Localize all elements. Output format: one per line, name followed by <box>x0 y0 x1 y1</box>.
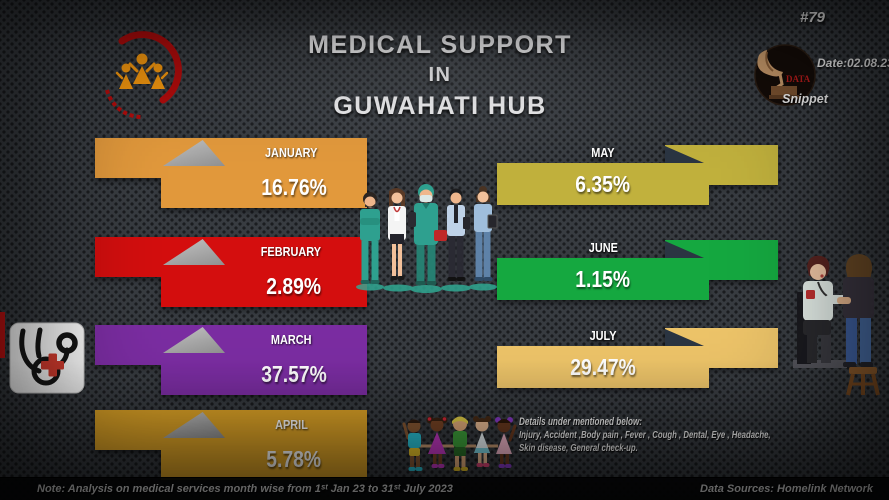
date-label: Date:02.08.23 <box>817 56 889 70</box>
ribbon-label-band <box>95 237 367 265</box>
bar-label: JANUARY <box>264 145 318 160</box>
gramophone-icon: DATA <box>754 44 816 106</box>
ribbon-value-band <box>497 258 709 300</box>
bar-label: MARCH <box>270 332 312 347</box>
bar-value: 29.47% <box>570 354 636 380</box>
footer-bar: Note: Analysis on medical services month… <box>0 477 889 500</box>
ribbon-label-band <box>95 138 367 166</box>
bar-march: MARCH 37.57% <box>95 325 367 395</box>
bar-january: JANUARY 16.76% <box>95 138 367 208</box>
people-arc-logo-icon <box>105 31 182 120</box>
footer-data-source: Data Sources: Homelink Network <box>700 483 873 495</box>
stethoscope-tile <box>9 322 85 399</box>
bar-april: APRIL 5.78% <box>95 410 367 480</box>
ribbon-label-band <box>95 410 367 438</box>
ribbon-value-band <box>161 353 367 395</box>
bar-value: 1.15% <box>575 266 631 292</box>
issue-number: #79 <box>800 9 826 26</box>
bar-label: FEBRUARY <box>260 244 322 259</box>
ribbon-value-band <box>497 346 709 388</box>
bar-value: 2.89% <box>266 273 322 299</box>
bar-value: 5.78% <box>266 446 322 472</box>
stethoscope-icon <box>9 322 85 394</box>
ribbon-value-band <box>161 166 367 208</box>
forum-logo <box>92 28 196 129</box>
bar-may: MAY 6.35% <box>497 145 778 205</box>
bar-label: JULY <box>589 328 617 343</box>
bar-label: MAY <box>591 145 615 160</box>
medical-team-icon <box>356 184 498 293</box>
ribbon-value-band <box>161 438 367 480</box>
children-icon <box>402 416 517 471</box>
red-edge-accent <box>0 312 5 358</box>
doctor-patient-illustration <box>785 240 889 403</box>
children-illustration <box>402 408 518 479</box>
bar-label: JUNE <box>588 240 618 255</box>
gramophone-logo-text: DATA <box>786 74 811 84</box>
page-title: MEDICAL SUPPORT IN GUWAHATI HUB <box>290 30 590 122</box>
details-body: Injury, Accident ,Body pain , Fever , Co… <box>519 429 771 454</box>
title-line-2: IN <box>428 64 452 86</box>
details-block: Details under mentioned below: Injury, A… <box>519 416 779 455</box>
bar-label: APRIL <box>274 417 308 432</box>
ribbon-value-band <box>161 265 367 307</box>
bar-june: JUNE 1.15% <box>497 240 778 300</box>
bar-february: FEBRUARY 2.89% <box>95 237 367 307</box>
ribbon-value-band <box>497 163 709 205</box>
ribbon-label-band <box>95 325 367 353</box>
doctor-patient-icon <box>793 254 880 396</box>
data-snippet-logo: DATA <box>752 44 820 115</box>
title-line-3: GUWAHATI HUB <box>333 92 547 120</box>
bar-july: JULY 29.47% <box>497 328 778 388</box>
bar-value: 37.57% <box>261 361 327 387</box>
bar-value: 16.76% <box>261 174 327 200</box>
medical-team-illustration <box>356 176 506 301</box>
details-heading: Details under mentioned below: <box>519 416 643 428</box>
bar-value: 6.35% <box>575 171 631 197</box>
logo-caption: Snippet <box>782 92 828 106</box>
title-line-1: MEDICAL SUPPORT <box>308 31 572 59</box>
footer-note: Note: Analysis on medical services month… <box>37 483 453 495</box>
